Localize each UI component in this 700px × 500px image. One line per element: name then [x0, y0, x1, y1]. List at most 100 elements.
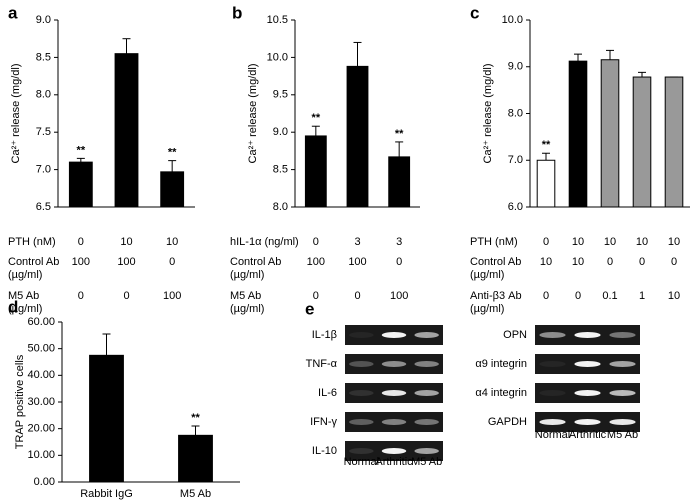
gel-band [349, 419, 374, 425]
gel-lane-label: Arthritic [569, 429, 607, 441]
condition-value: 10 [604, 236, 616, 248]
gel-band [349, 361, 374, 367]
y-tick-label: 40.00 [27, 369, 55, 381]
gel-row-label: α4 integrin [475, 387, 527, 399]
condition-value: 0 [313, 290, 319, 302]
condition-value: 0 [639, 256, 645, 268]
panel-label: a [8, 3, 18, 22]
condition-value: 100 [307, 256, 325, 268]
y-tick-label: 10.00 [27, 449, 55, 461]
condition-label: (µg/ml) [230, 269, 264, 281]
condition-value: 10 [540, 256, 552, 268]
y-tick-label: 9.0 [508, 61, 523, 73]
gel-band [574, 419, 601, 425]
y-tick-label: 50.00 [27, 343, 55, 355]
gel-band [381, 332, 407, 338]
condition-value: 100 [117, 256, 135, 268]
gel-row-label: IL-10 [312, 445, 337, 457]
condition-value: 0 [78, 236, 84, 248]
gel-band [414, 419, 439, 425]
y-tick-label: 7.0 [508, 154, 523, 166]
gel-band [539, 390, 566, 396]
bar [664, 76, 684, 208]
gel-band [349, 390, 374, 396]
bar [568, 60, 588, 208]
y-tick-label: 6.0 [508, 201, 523, 213]
condition-value: 10 [120, 236, 132, 248]
gel-band [539, 361, 566, 367]
panel-label: b [232, 3, 242, 22]
gel-row-label: GAPDH [488, 416, 527, 428]
bar [160, 171, 185, 208]
gel-band [609, 390, 636, 396]
gel-band [609, 361, 636, 367]
y-tick-label: 9.5 [273, 89, 288, 101]
condition-value: 10 [668, 290, 680, 302]
y-tick-label: 0.00 [34, 476, 55, 488]
bar [89, 354, 124, 483]
y-tick-label: 10.0 [502, 14, 523, 26]
condition-label: (µg/ml) [8, 269, 42, 281]
bar [68, 161, 93, 208]
gel-band [381, 419, 407, 425]
condition-value: 0.1 [602, 290, 617, 302]
gel-band [609, 332, 636, 338]
gel-lane-label: Arthritic [375, 456, 413, 468]
gel-band [381, 448, 407, 454]
condition-value: 100 [72, 256, 90, 268]
condition-value: 10 [636, 236, 648, 248]
gel-row-label: α9 integrin [475, 358, 527, 370]
y-axis-label: Ca²⁺ release (mg/dl) [10, 64, 22, 164]
gel-band [414, 448, 439, 454]
condition-value: 0 [607, 256, 613, 268]
condition-value: 10 [668, 236, 680, 248]
condition-label: Control Ab [8, 256, 59, 268]
panel-label: c [470, 3, 479, 22]
gel-band [539, 332, 566, 338]
gel-band [414, 361, 439, 367]
bar [114, 53, 139, 208]
y-tick-label: 8.0 [508, 107, 523, 119]
gel-band [349, 448, 374, 454]
y-tick-label: 8.0 [273, 201, 288, 213]
y-tick-label: 8.0 [36, 89, 51, 101]
y-axis-label: TRAP positive cells [14, 354, 26, 449]
gel-lane-label: Normal [535, 429, 570, 441]
condition-value: 100 [390, 290, 408, 302]
gel-band [349, 332, 374, 338]
gel-band [574, 361, 601, 367]
condition-value: 0 [543, 236, 549, 248]
bar [388, 156, 411, 208]
gel-lane-strip [345, 412, 443, 432]
condition-label: Control Ab [230, 256, 281, 268]
gel-band [574, 390, 601, 396]
condition-value: 0 [354, 290, 360, 302]
condition-value: 0 [169, 256, 175, 268]
condition-value: 100 [348, 256, 366, 268]
y-axis-label: Ca²⁺ release (mg/dl) [247, 64, 259, 164]
y-tick-label: 8.5 [273, 164, 288, 176]
condition-value: 0 [575, 290, 581, 302]
condition-value: 10 [166, 236, 178, 248]
y-tick-label: 10.0 [267, 51, 288, 63]
condition-label: (µg/ml) [230, 303, 264, 315]
condition-label: (µg/ml) [470, 303, 504, 315]
condition-value: 3 [354, 236, 360, 248]
gel-band [381, 361, 407, 367]
gel-row-label: TNF-α [306, 358, 338, 370]
gel-row-label: IFN-γ [310, 416, 337, 428]
condition-value: 1 [639, 290, 645, 302]
x-tick-label: M5 Ab [180, 488, 211, 500]
bar [178, 434, 213, 483]
significance: ** [542, 139, 551, 151]
gel-band [414, 332, 439, 338]
condition-value: 10 [572, 236, 584, 248]
condition-value: 3 [396, 236, 402, 248]
significance: ** [312, 112, 321, 124]
y-tick-label: 8.5 [36, 51, 51, 63]
condition-label: M5 Ab [230, 290, 261, 302]
y-axis-label: Ca²⁺ release (mg/dl) [482, 64, 494, 164]
significance: ** [191, 412, 200, 424]
gel-band [414, 390, 439, 396]
